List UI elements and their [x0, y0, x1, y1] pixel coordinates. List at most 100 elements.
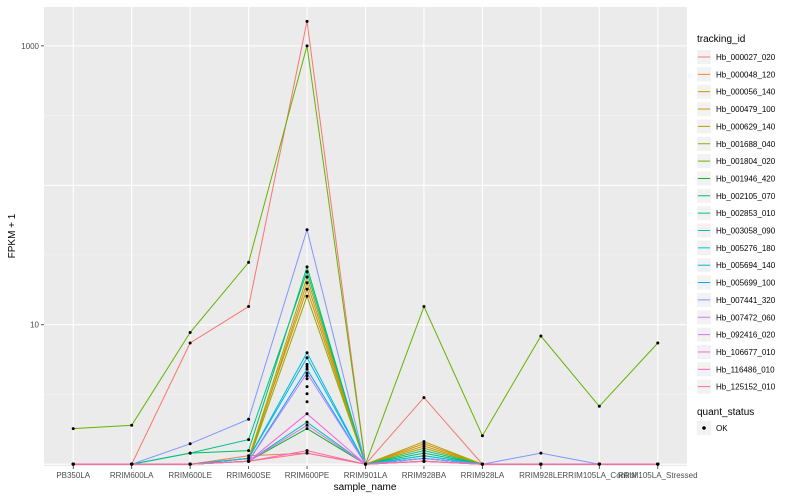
data-point-Hb_125152_010 — [364, 462, 367, 466]
data-point-extra — [305, 377, 309, 381]
legend-label: Hb_116486_010 — [716, 365, 775, 374]
data-point-Hb_000027_020 — [188, 341, 192, 345]
data-point-Hb_003058_090 — [305, 420, 309, 424]
legend-label: Hb_000027_020 — [716, 53, 776, 62]
data-point-Hb_106677_010 — [305, 412, 309, 416]
legend-items: Hb_000027_020 Hb_000048_120 Hb_000056_140 H… — [697, 50, 776, 394]
data-point-Hb_007441_320 — [422, 456, 426, 460]
data-point-Hb_005694_140 — [305, 356, 309, 360]
data-point-extra — [305, 362, 309, 366]
x-tick-label: RRIM928BA — [402, 471, 447, 480]
x-tick-label: PB350LA — [56, 471, 90, 480]
data-point-Hb_001688_040 — [305, 294, 309, 298]
legend-label: Hb_001688_040 — [716, 140, 776, 149]
data-point-Hb_007441_320 — [188, 442, 192, 446]
data-point-Hb_002853_010 — [247, 438, 251, 442]
legend-label: Hb_005276_180 — [716, 244, 776, 253]
x-tick-label: RRIM105LA_Control — [562, 471, 636, 480]
data-point-extra — [305, 365, 309, 369]
data-point-Hb_007441_320 — [247, 417, 251, 421]
data-point-Hb_125152_010 — [305, 451, 309, 455]
data-point-Hb_125152_010 — [188, 462, 192, 466]
data-point-extra — [305, 385, 309, 389]
data-point-Hb_002853_010 — [305, 270, 309, 274]
data-point-Hb_001804_020 — [480, 434, 484, 438]
data-point-Hb_000027_020 — [305, 19, 309, 23]
data-point-Hb_092416_020 — [305, 423, 309, 427]
data-point-extra — [305, 374, 309, 378]
legend-label: Hb_007441_320 — [716, 296, 776, 305]
series-points — [71, 19, 660, 466]
x-tick-label: RRIM600SE — [226, 471, 270, 480]
data-point-extra — [305, 400, 309, 404]
data-point-Hb_002105_070 — [247, 449, 251, 453]
data-point-Hb_001804_020 — [130, 423, 134, 427]
legend-title-tracking-id: tracking_id — [697, 34, 745, 45]
data-point-Hb_000027_020 — [422, 396, 426, 400]
legend-label: Hb_000479_100 — [716, 105, 776, 114]
data-point-Hb_001688_040 — [422, 446, 426, 450]
data-point-Hb_007441_320 — [539, 451, 543, 455]
y-tick-label: 10 — [30, 321, 39, 330]
legend-label: Hb_125152_010 — [716, 383, 776, 392]
data-point-Hb_000479_100 — [422, 444, 426, 448]
data-point-Hb_000629_140 — [422, 440, 426, 444]
data-point-Hb_001804_020 — [71, 427, 75, 431]
data-point-Hb_001804_020 — [656, 341, 660, 345]
data-point-Hb_125152_010 — [130, 462, 134, 466]
data-point-Hb_002853_010 — [188, 451, 192, 455]
data-point-Hb_007441_320 — [305, 228, 309, 232]
legend-point-ok — [702, 426, 706, 430]
legend-label: Hb_002105_070 — [716, 192, 776, 201]
data-point-Hb_000056_140 — [422, 442, 426, 446]
legend-label: Hb_106677_010 — [716, 348, 776, 357]
data-point-Hb_005276_180 — [422, 454, 426, 458]
data-point-Hb_002105_070 — [422, 451, 426, 455]
legend-label: Hb_002853_010 — [716, 209, 776, 218]
x-tick-label: RRIM600LE — [168, 471, 212, 480]
data-point-Hb_000479_100 — [305, 281, 309, 285]
legend: tracking_id Hb_000027_020Hb_000048_120Hb… — [697, 34, 776, 435]
legend-label: Hb_007472_060 — [716, 313, 776, 322]
data-point-Hb_000056_140 — [305, 287, 309, 291]
legend-label: Hb_000629_140 — [716, 122, 776, 131]
x-axis: PB350LA RRIM600LA RRIM600LE RRIM600SE RRIM60… — [56, 466, 698, 480]
data-point-Hb_007472_060 — [305, 371, 309, 375]
x-tick-label: RRIM928LE — [519, 471, 563, 480]
data-point-Hb_000027_020 — [247, 305, 251, 309]
data-point-Hb_125152_010 — [247, 459, 251, 463]
data-point-Hb_005276_180 — [305, 351, 309, 355]
y-axis: 10 1000 — [21, 42, 44, 330]
grid — [44, 7, 687, 466]
y-tick-label: 1000 — [21, 42, 39, 51]
data-point-Hb_002105_070 — [305, 265, 309, 269]
data-point-Hb_001804_020 — [597, 404, 601, 408]
data-point-Hb_125152_010 — [597, 462, 601, 466]
data-point-Hb_001804_020 — [247, 260, 251, 264]
legend-label: Hb_003058_090 — [716, 227, 776, 236]
legend-label: Hb_000048_120 — [716, 70, 776, 79]
y-axis-title: FPKM + 1 — [7, 213, 18, 258]
data-point-Hb_125152_010 — [71, 462, 75, 466]
data-point-Hb_001804_020 — [422, 305, 426, 309]
data-point-Hb_002853_010 — [422, 449, 426, 453]
legend-label-ok: OK — [716, 424, 728, 433]
data-point-Hb_116486_010 — [305, 449, 309, 453]
data-point-Hb_005699_100 — [305, 367, 309, 371]
legend-label: Hb_000056_140 — [716, 88, 776, 97]
data-point-Hb_005694_140 — [247, 456, 251, 460]
x-tick-label: RRIM600LA — [110, 471, 154, 480]
legend-label: Hb_001946_420 — [716, 174, 776, 183]
data-point-Hb_001804_020 — [539, 334, 543, 338]
x-tick-label: RRIM901LA — [344, 471, 388, 480]
legend-label: Hb_005699_100 — [716, 279, 776, 288]
x-axis-title: sample_name — [334, 482, 397, 493]
legend-label: Hb_001804_020 — [716, 157, 776, 166]
data-point-Hb_000048_120 — [247, 454, 251, 458]
data-point-Hb_001804_020 — [305, 44, 309, 48]
data-point-extra — [305, 392, 309, 396]
legend-label: Hb_005694_140 — [716, 261, 776, 270]
data-point-Hb_125152_010 — [539, 462, 543, 466]
legend-label: Hb_092416_020 — [716, 331, 776, 340]
